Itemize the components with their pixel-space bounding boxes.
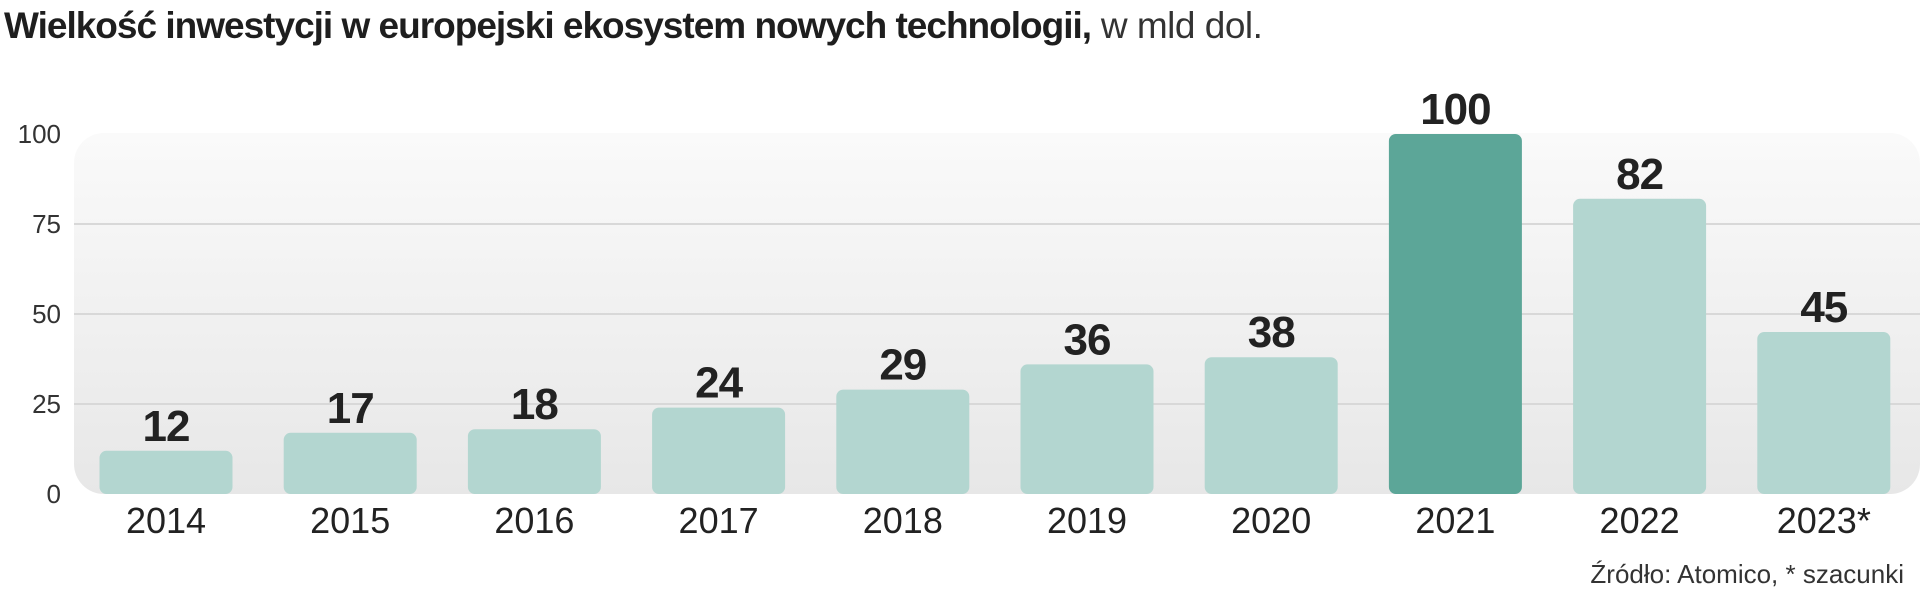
x-tick-label: 2015 (310, 500, 390, 541)
bars (99, 134, 1891, 495)
bar-2019 (1020, 364, 1154, 494)
y-tick-label: 25 (32, 389, 61, 419)
y-tick-label: 0 (47, 479, 61, 509)
y-tick-label: 50 (32, 299, 61, 329)
bar-2023 (1757, 332, 1891, 494)
value-label: 36 (1064, 315, 1111, 364)
value-labels: 12 17 18 24 29 36 38 100 82 45 (143, 85, 1849, 451)
bar-2016 (467, 429, 601, 494)
chart-title-unit: w mld dol. (1100, 5, 1263, 46)
value-label: 24 (695, 359, 743, 408)
bar-2018 (836, 389, 970, 494)
value-label: 29 (879, 341, 926, 390)
y-tick-label: 75 (32, 209, 61, 239)
bar-2021 (1388, 134, 1522, 494)
source-note: Źródło: Atomico, * szacunki (1590, 559, 1904, 589)
bar-2020 (1204, 357, 1338, 494)
value-label: 45 (1800, 283, 1847, 332)
value-label: 18 (511, 380, 558, 429)
bar-2014 (99, 450, 233, 494)
x-axis: 2014 2015 2016 2017 2018 2019 2020 2021 2022 2023… (126, 500, 1871, 541)
value-label: 12 (143, 402, 190, 451)
y-axis: 0 25 50 75 100 (18, 119, 61, 509)
x-tick-label: 2019 (1047, 500, 1127, 541)
x-tick-label: 2017 (679, 500, 759, 541)
x-tick-label: 2023* (1777, 500, 1871, 541)
bar-2017 (652, 407, 786, 494)
value-label: 38 (1248, 308, 1295, 357)
x-tick-label: 2020 (1231, 500, 1311, 541)
chart-title-main: Wielkość inwestycji w europejski ekosyst… (4, 5, 1092, 46)
value-label: 100 (1420, 85, 1490, 134)
x-tick-label: 2016 (494, 500, 574, 541)
x-tick-label: 2018 (863, 500, 943, 541)
value-label: 82 (1616, 150, 1663, 199)
value-label: 17 (327, 384, 374, 433)
chart-title: Wielkość inwestycji w europejski ekosyst… (4, 4, 1263, 48)
bar-2022 (1573, 198, 1707, 495)
x-tick-label: 2014 (126, 500, 206, 541)
x-tick-label: 2021 (1415, 500, 1495, 541)
y-tick-label: 100 (18, 119, 61, 149)
x-tick-label: 2022 (1600, 500, 1680, 541)
bar-2015 (283, 432, 417, 494)
